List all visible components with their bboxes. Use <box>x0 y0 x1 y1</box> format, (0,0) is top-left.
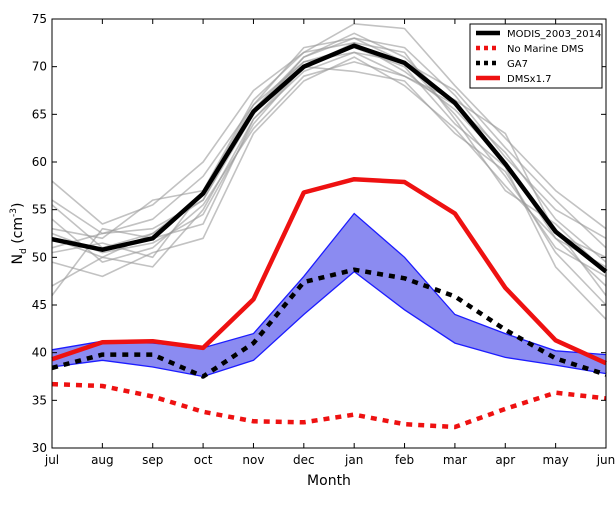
series-line-dmsx1-7 <box>51 176 607 366</box>
yearly-line-11 <box>51 37 607 249</box>
x-tick-label: nov <box>242 453 264 467</box>
yearly-line-8 <box>51 61 607 263</box>
x-tick-label: jun <box>596 453 616 467</box>
y-ticks-group: 30 35 40 45 50 55 60 65 70 75 <box>32 12 606 455</box>
legend-label: No Marine DMS <box>507 44 584 55</box>
y-axis-title-symbol: N <box>10 254 26 264</box>
x-tick-label: oct <box>194 453 213 467</box>
yearly-line-9 <box>51 41 607 273</box>
y-tick-label: 75 <box>32 12 47 26</box>
y-tick-label: 65 <box>32 107 47 121</box>
y-tick-label: 30 <box>32 441 47 455</box>
legend: MODIS_2003_2014 No Marine DMS GA7 DMSx1.7 <box>469 23 603 89</box>
band-lower-edge <box>51 270 607 378</box>
x-tick-label: mar <box>443 453 467 467</box>
yearly-line-6 <box>51 51 607 287</box>
plot-frame <box>51 18 607 449</box>
y-axis-title: Nd (cm-3) <box>9 203 29 265</box>
x-tick-label: dec <box>293 453 315 467</box>
y-tick-label: 45 <box>32 298 47 312</box>
legend-label: MODIS_2003_2014 <box>507 29 601 40</box>
x-tick-label: aug <box>91 453 114 467</box>
yearly-line-3 <box>51 22 607 230</box>
x-tick-label: apr <box>495 453 515 467</box>
y-tick-label: 60 <box>32 155 47 169</box>
y-tick-label: 70 <box>32 60 47 74</box>
series-line-modis-2003-2014 <box>51 43 608 274</box>
x-tick-label: jul <box>44 453 59 467</box>
series-lines-group <box>51 43 608 430</box>
y-tick-label: 55 <box>32 203 47 217</box>
legend-label: DMSx1.7 <box>507 74 552 85</box>
y-tick-label: 50 <box>32 250 47 264</box>
x-axis-title: Month <box>307 473 351 489</box>
y-axis-title-exponent: -3 <box>9 208 19 217</box>
y-axis-title-close: ) <box>10 203 26 208</box>
y-tick-label: 40 <box>32 346 47 360</box>
x-ticks-group: jul aug sep oct nov dec jan feb mar apr may jun <box>44 19 615 467</box>
band-fill <box>52 213 606 377</box>
y-axis-title-subscript: d <box>19 248 29 254</box>
x-tick-label: may <box>543 453 569 467</box>
y-tick-label: 35 <box>32 393 47 407</box>
legend-label: GA7 <box>507 59 528 70</box>
x-tick-label: jan <box>344 453 363 467</box>
yearly-line-2 <box>51 32 607 263</box>
x-tick-label: feb <box>395 453 414 467</box>
y-axis-title-unit: (cm <box>10 217 26 248</box>
x-tick-label: sep <box>142 453 163 467</box>
series-line-no-marine-dms <box>51 381 607 430</box>
